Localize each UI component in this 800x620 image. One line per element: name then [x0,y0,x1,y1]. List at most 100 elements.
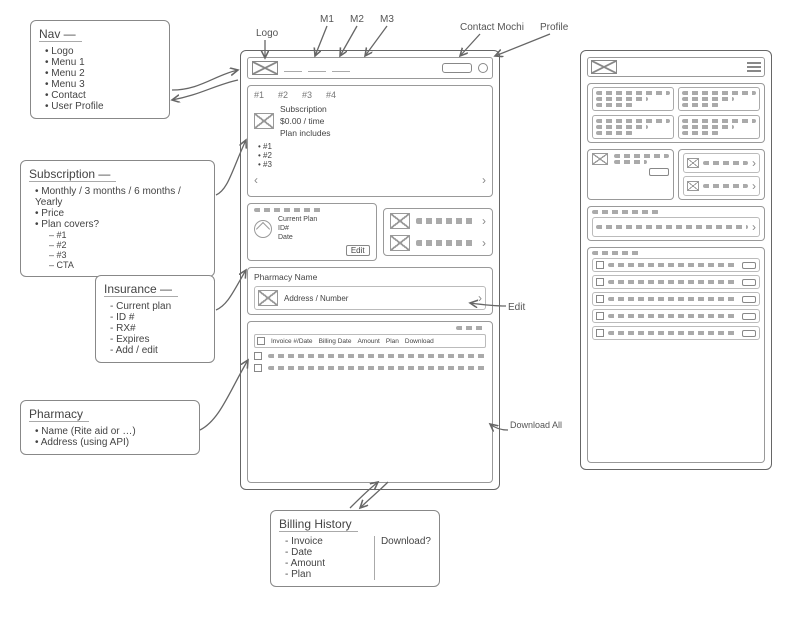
insurance-icon [254,220,272,238]
nav-item: User Profile [45,101,161,112]
mini-cell[interactable] [592,87,674,111]
plan-include: #1 [258,142,486,151]
note-insurance: Insurance — Current plan ID # RX# Expire… [95,275,215,363]
callout-m1: M1 [320,14,334,25]
callout-profile: Profile [540,22,568,33]
bill-header: Amount [357,338,379,345]
bill-item: Amount [285,558,366,569]
checkbox[interactable] [596,329,604,337]
chevron-right-icon[interactable]: › [482,214,486,228]
pharm-thumb [258,290,278,306]
ins-item: Add / edit [110,345,206,356]
bill-download: Download? [374,536,431,580]
chevron-right-icon[interactable]: › [478,291,482,305]
nav-item: Menu 2 [45,68,161,79]
note-pharm-title: Pharmacy [29,407,89,422]
note-pharmacy: Pharmacy Name (Rite aid or …) Address (u… [20,400,200,455]
mini-button[interactable] [742,313,756,320]
callout-edit: Edit [508,302,525,313]
bill-header: Plan [386,338,399,345]
mini-card: › › [678,149,765,200]
mini-button[interactable] [742,296,756,303]
nav-item: Logo [45,46,161,57]
panel-pharmacy: Pharmacy Name Address / Number › [247,267,493,315]
chevron-right-icon[interactable]: › [482,236,486,250]
checkbox[interactable] [257,337,265,345]
logo-icon[interactable] [591,60,617,74]
main-topbar [247,57,493,79]
checkbox[interactable] [596,295,604,303]
sub-subitem: #1 [35,230,206,240]
sub-subitem: #3 [35,250,206,260]
tab[interactable]: #3 [302,90,312,100]
chevron-left-icon[interactable]: ‹ [254,173,258,187]
checkbox[interactable] [596,261,604,269]
note-nav: Nav — Logo Menu 1 Menu 2 Menu 3 Contact … [30,20,170,119]
checkbox[interactable] [254,352,262,360]
note-bill-title: Billing History [279,517,358,532]
pharm-item: Name (Rite aid or …) [35,426,191,437]
panel-insurance: Current Plan ID# Date Edit [247,203,377,261]
chevron-right-icon[interactable]: › [752,179,756,193]
mini-cell[interactable] [678,115,760,139]
edit-button[interactable]: Edit [346,245,370,256]
mini-button[interactable] [742,330,756,337]
menu-item[interactable] [308,64,326,72]
mini-cell[interactable] [678,87,760,111]
nav-item: Contact [45,90,161,101]
menu-item[interactable] [332,64,350,72]
profile-avatar[interactable] [478,63,488,73]
panel-billing: Invoice #/Date Billing Date Amount Plan … [247,321,493,483]
wireframe-main: #1 #2 #3 #4 Subscription $0.00 / time Pl… [240,50,500,490]
thumb [687,181,699,191]
hamburger-icon[interactable] [747,66,761,68]
callout-downloadall: Download All [510,420,562,430]
sub-subitem: #2 [35,240,206,250]
chevron-right-icon[interactable]: › [752,220,756,234]
insurance-title [254,208,323,212]
chevron-right-icon[interactable]: › [482,173,486,187]
ins-item: ID # [110,312,206,323]
note-billing: Billing History Invoice Date Amount Plan… [270,510,440,587]
chevron-right-icon[interactable]: › [752,156,756,170]
mini-billing [587,247,765,463]
download-all-link[interactable] [456,326,486,330]
wireframe-mini: › › › [580,50,772,470]
note-sub-title: Subscription — [29,167,116,182]
mini-cell[interactable] [592,115,674,139]
panel-insurance-cards: › › [383,208,493,256]
mini-panel-grid [587,83,765,143]
bill-item: Invoice [285,536,366,547]
tab[interactable]: #4 [326,90,336,100]
callout-logo: Logo [256,28,278,39]
tab[interactable]: #2 [278,90,288,100]
bill-header: Invoice #/Date [271,338,313,345]
ins-item: Expires [110,334,206,345]
note-subscription: Subscription — Monthly / 3 months / 6 mo… [20,160,215,277]
thumb [592,153,608,165]
menu-item[interactable] [284,64,302,72]
panel-subscription: #1 #2 #3 #4 Subscription $0.00 / time Pl… [247,85,493,197]
checkbox[interactable] [254,364,262,372]
mini-button[interactable] [649,168,669,176]
tab[interactable]: #1 [254,90,264,100]
plan-include: #3 [258,160,486,169]
thumb [687,158,699,168]
nav-item: Menu 1 [45,57,161,68]
pharm-item: Address (using API) [35,437,191,448]
card-thumb [390,213,410,229]
pharmacy-title: Pharmacy Name [254,272,486,282]
ins-item: RX# [110,323,206,334]
checkbox[interactable] [596,278,604,286]
subscription-tabs: #1 #2 #3 #4 [254,90,486,100]
contact-button[interactable] [442,63,472,73]
sub-line: Subscription [280,104,331,114]
sub-item: Monthly / 3 months / 6 months / Yearly [35,186,206,208]
checkbox[interactable] [596,312,604,320]
ins-item: Current plan [110,301,206,312]
mini-button[interactable] [742,279,756,286]
logo-icon[interactable] [252,61,278,75]
mini-button[interactable] [742,262,756,269]
bill-item: Plan [285,569,366,580]
callout-contact: Contact Mochi [460,22,524,33]
